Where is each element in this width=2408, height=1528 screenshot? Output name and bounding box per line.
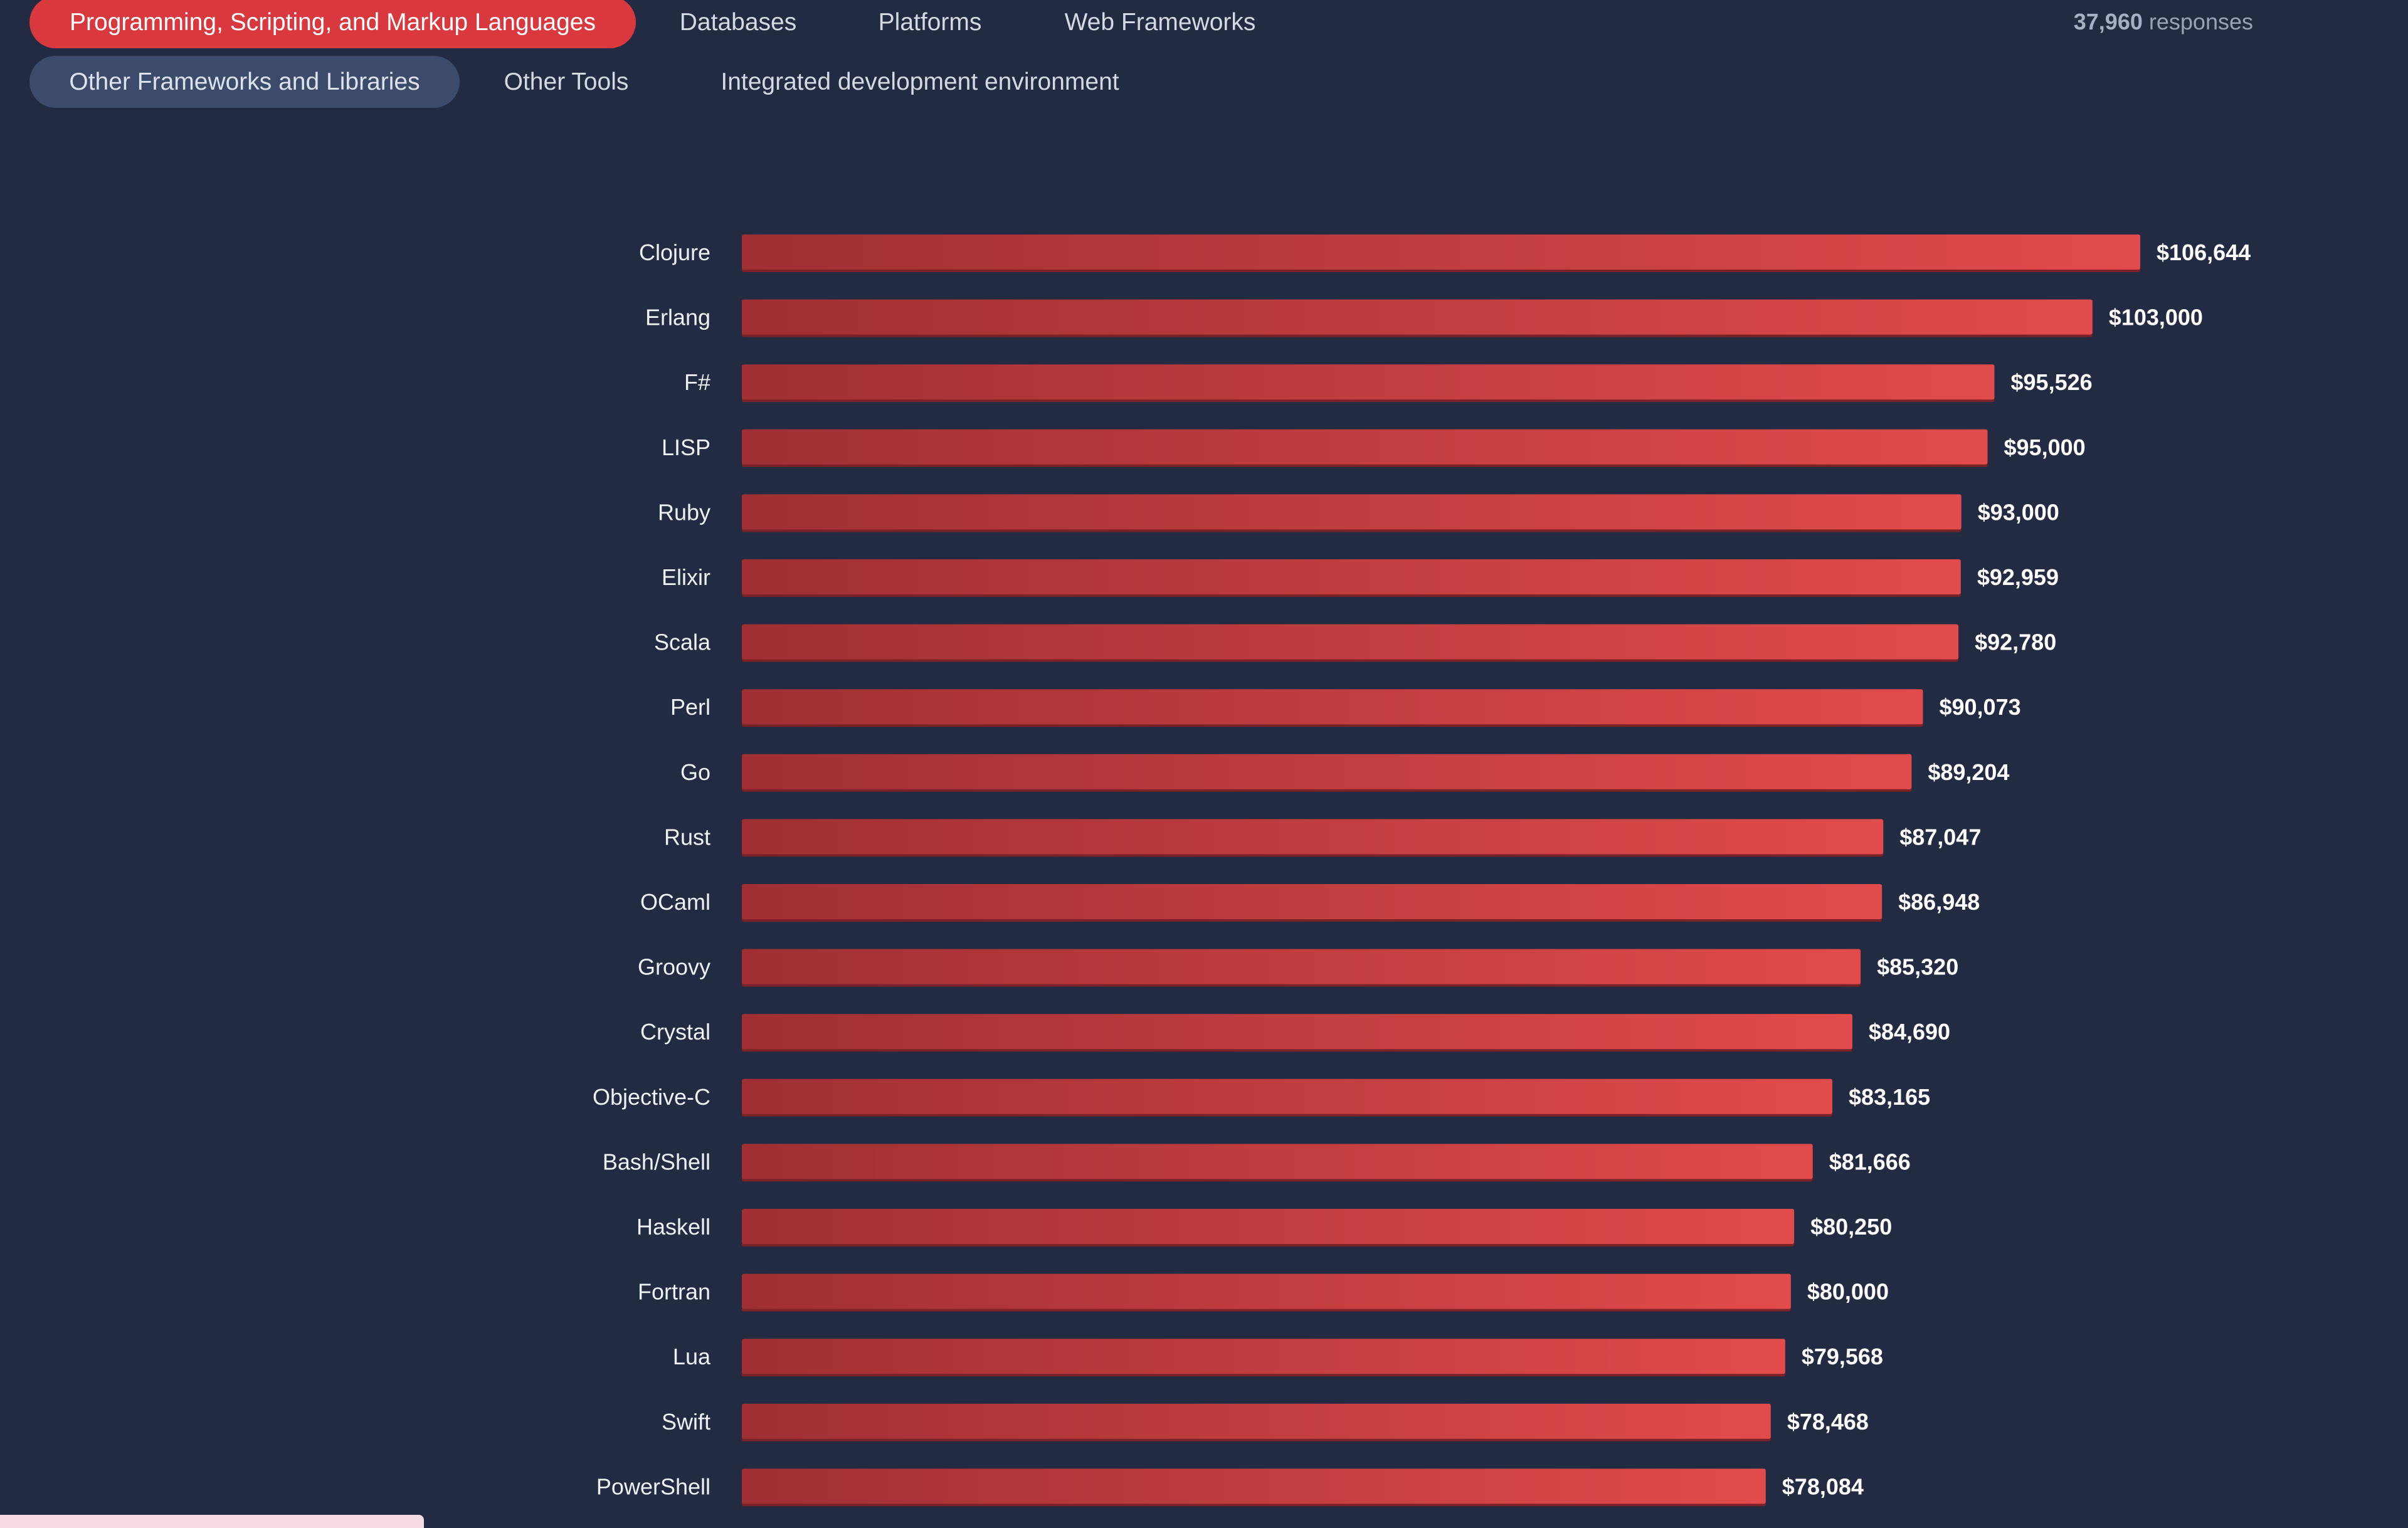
bar[interactable] — [742, 884, 1883, 919]
category-label: Swift — [662, 1409, 710, 1435]
value-label: $95,000 — [2004, 435, 2086, 460]
category-label: PowerShell — [596, 1473, 710, 1499]
bar[interactable] — [742, 494, 1962, 530]
value-label: $80,000 — [1807, 1279, 1889, 1305]
category-label: Clojure — [639, 240, 710, 265]
bar[interactable] — [742, 689, 1923, 725]
value-label: $78,468 — [1787, 1409, 1869, 1435]
category-label: LISP — [662, 435, 710, 460]
category-label: Crystal — [640, 1019, 710, 1045]
responses-label: responses — [2148, 9, 2253, 34]
value-label: $78,084 — [1782, 1473, 1864, 1499]
value-label: $89,204 — [1928, 759, 2009, 785]
tab-web-frameworks[interactable]: Web Frameworks — [1064, 8, 1256, 36]
bar[interactable] — [742, 1468, 1766, 1504]
category-label: Rust — [664, 824, 710, 850]
bar[interactable] — [742, 234, 2140, 270]
bar[interactable] — [742, 299, 2093, 335]
value-label: $80,250 — [1810, 1214, 1892, 1240]
bar[interactable] — [742, 1078, 1833, 1114]
bar[interactable] — [742, 754, 1912, 789]
bar[interactable] — [742, 949, 1861, 984]
category-label: Go — [680, 759, 710, 785]
bar[interactable] — [742, 1209, 1795, 1244]
category-label: Elixir — [662, 564, 710, 590]
tab-programming-languages[interactable]: Programming, Scripting, and Markup Langu… — [29, 0, 636, 48]
value-label: $86,948 — [1898, 889, 1980, 915]
value-label: $84,690 — [1869, 1019, 1950, 1045]
category-label: Fortran — [638, 1279, 710, 1305]
value-label: $92,959 — [1977, 564, 2059, 590]
value-label: $83,165 — [1849, 1084, 1930, 1110]
tab-other-frameworks[interactable]: Other Frameworks and Libraries — [29, 56, 460, 108]
bar[interactable] — [742, 364, 1995, 400]
bar[interactable] — [742, 1339, 1785, 1374]
value-label: $87,047 — [1899, 824, 1981, 850]
tab-platforms[interactable]: Platforms — [878, 8, 982, 36]
bottom-banner-edge — [0, 1515, 424, 1528]
category-label: F# — [684, 369, 710, 395]
category-label: Groovy — [638, 954, 710, 980]
value-label: $106,644 — [2157, 240, 2251, 265]
bar[interactable] — [742, 819, 1884, 855]
bar[interactable] — [742, 1403, 1771, 1439]
value-label: $95,526 — [2011, 369, 2093, 395]
value-label: $79,568 — [1802, 1344, 1883, 1369]
category-label: Bash/Shell — [603, 1149, 710, 1174]
bar[interactable] — [742, 559, 1961, 594]
category-label: Lua — [673, 1344, 711, 1369]
bar[interactable] — [742, 429, 1988, 465]
category-label: Perl — [670, 694, 710, 720]
category-label: OCaml — [640, 889, 710, 915]
value-label: $85,320 — [1877, 954, 1958, 980]
responses-number: 37,960 — [2073, 9, 2143, 34]
tab-ide[interactable]: Integrated development environment — [721, 68, 1119, 95]
bar[interactable] — [742, 624, 1959, 660]
value-label: $90,073 — [1939, 694, 2020, 720]
bar[interactable] — [742, 1273, 1791, 1309]
responses-count: 37,960 responses — [2074, 9, 2253, 35]
tab-databases[interactable]: Databases — [679, 8, 797, 36]
value-label: $103,000 — [2109, 305, 2203, 330]
bar[interactable] — [742, 1144, 1813, 1179]
tab-other-tools[interactable]: Other Tools — [504, 68, 629, 95]
value-label: $92,780 — [1975, 630, 2056, 655]
category-label: Haskell — [636, 1214, 710, 1240]
category-label: Scala — [654, 630, 711, 655]
category-label: Erlang — [645, 305, 710, 330]
value-label: $93,000 — [1978, 499, 2059, 525]
value-label: $81,666 — [1829, 1149, 1911, 1174]
category-label: Objective-C — [593, 1084, 710, 1110]
category-label: Ruby — [658, 499, 710, 525]
bar[interactable] — [742, 1014, 1852, 1050]
